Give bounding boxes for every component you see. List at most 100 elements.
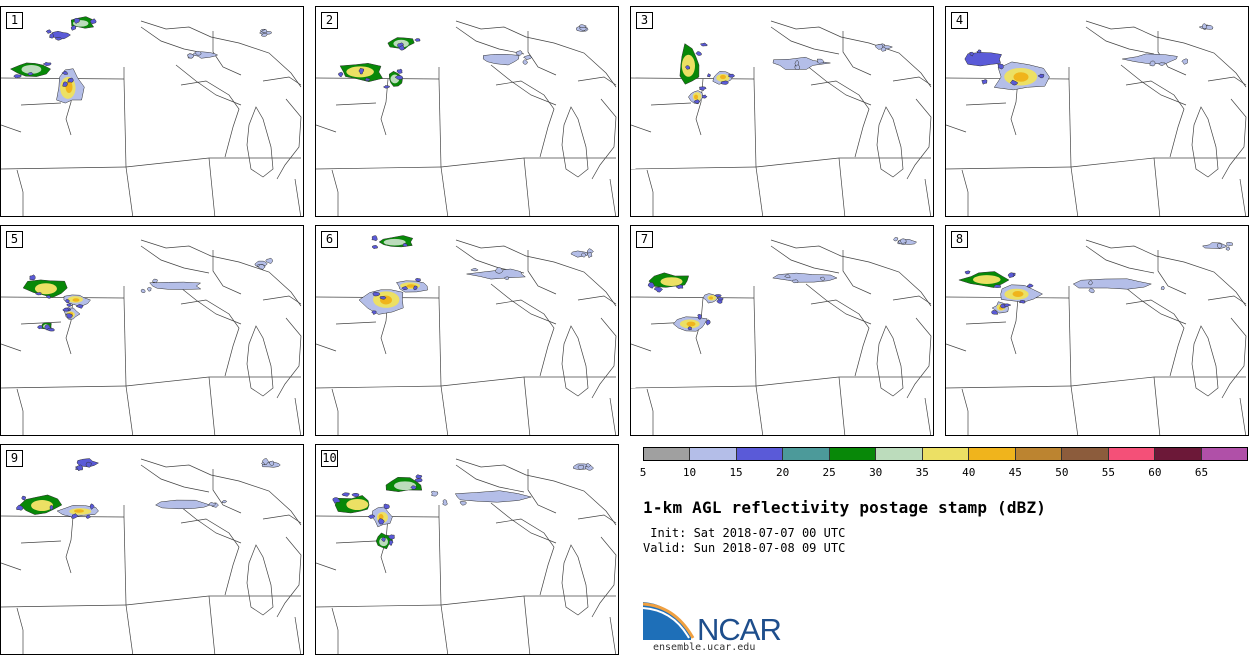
lake-michigan-outline	[876, 106, 904, 178]
reflectivity-echo	[338, 71, 344, 78]
panel-number: 7	[636, 231, 653, 248]
colorbar-swatch	[1015, 448, 1063, 460]
lake-michigan-outline	[246, 106, 274, 178]
lake-michigan-outline	[1191, 106, 1219, 178]
reflectivity-echo	[372, 291, 381, 297]
boundary-line	[1068, 78, 1072, 168]
boundary-line	[810, 80, 870, 158]
reflectivity-echo	[35, 292, 42, 296]
boundary-line	[646, 388, 654, 435]
boundary-line	[1120, 64, 1187, 106]
colorbar-tick: 25	[822, 466, 836, 479]
reflectivity-echo	[1007, 272, 1015, 279]
boundary-line	[20, 540, 62, 544]
boundary-line	[1120, 283, 1187, 325]
boundary-line	[316, 385, 442, 389]
boundary-line	[892, 295, 932, 399]
stamp-panel-6: 6	[315, 225, 619, 436]
boundary-line	[438, 78, 442, 168]
panel-number: 8	[951, 231, 968, 248]
reflectivity-echo	[152, 278, 158, 284]
boundary-line	[495, 299, 555, 377]
reflectivity-echo	[515, 50, 523, 56]
reflectivity-echo	[981, 79, 988, 85]
reflectivity-echo	[522, 59, 528, 65]
boundary-line	[316, 124, 337, 133]
reflectivity-echo	[993, 284, 1001, 288]
reflectivity-echo	[414, 38, 421, 42]
reflectivity-echo	[332, 497, 341, 504]
boundary-line	[770, 26, 840, 55]
boundary-line	[1153, 376, 1161, 435]
reflectivity-echo	[1217, 243, 1223, 249]
boundary-line	[842, 31, 872, 76]
boundary-line	[262, 295, 302, 399]
boundary-line	[331, 169, 339, 216]
reflectivity-echo	[27, 72, 35, 76]
reflectivity-echo	[29, 274, 36, 281]
boundary-line	[335, 102, 377, 106]
reflectivity-echo	[442, 499, 448, 506]
reflectivity-echo	[89, 18, 97, 25]
boundary-line	[208, 157, 216, 216]
boundary-line	[455, 458, 617, 526]
boundary-line	[1010, 297, 1019, 355]
boundary-line	[208, 376, 216, 435]
reflectivity-echo	[699, 86, 707, 91]
boundary-line	[1157, 250, 1187, 295]
boundary-line	[892, 76, 932, 180]
boundary-line	[20, 321, 62, 325]
boundary-line	[440, 157, 525, 168]
reflectivity-echo	[381, 536, 386, 542]
reflectivity-echo	[675, 284, 684, 289]
boundary-line	[631, 385, 757, 389]
reflectivity-echo	[257, 264, 266, 270]
boundary-line	[316, 343, 337, 352]
panel-number: 4	[951, 12, 968, 29]
reflectivity-echo	[585, 463, 591, 468]
reflectivity-echo	[1149, 60, 1156, 67]
boundary-line	[924, 397, 932, 435]
reflectivity-echo	[45, 295, 52, 299]
boundary-line	[455, 26, 525, 55]
colorbar-swatch	[644, 448, 691, 460]
reflectivity-echo	[717, 297, 724, 301]
boundary-line	[1, 296, 125, 299]
boundary-line	[440, 604, 449, 654]
colorbar-swatch	[736, 448, 784, 460]
panel-number: 3	[636, 12, 653, 29]
boundary-line	[523, 157, 531, 216]
stamp-panel-9: 9	[0, 444, 304, 655]
reflectivity-echo	[522, 54, 532, 61]
boundary-line	[180, 518, 240, 596]
reflectivity-max	[74, 509, 84, 513]
boundary-line	[380, 78, 389, 136]
reflectivity-echo	[54, 36, 63, 41]
reflectivity-echo	[415, 278, 421, 282]
reflectivity-echo	[378, 518, 385, 525]
stamp-panel-7: 7	[630, 225, 934, 436]
reflectivity-echo	[693, 99, 700, 104]
reflectivity-echo	[820, 276, 826, 281]
reflectivity-echo	[351, 493, 360, 498]
reflectivity-echo	[720, 80, 729, 85]
colorbar-tick: 65	[1194, 466, 1209, 479]
reflectivity-echo	[155, 499, 211, 510]
boundary-line	[965, 102, 1007, 106]
reflectivity-echo	[969, 51, 974, 57]
reflectivity-echo	[466, 268, 526, 280]
reflectivity-echo	[1009, 79, 1019, 86]
basemap	[631, 237, 932, 435]
reflectivity-echo	[1018, 300, 1026, 304]
reflectivity-echo	[578, 24, 588, 28]
reflectivity-echo	[64, 299, 70, 304]
reflectivity-echo	[1088, 287, 1095, 294]
boundary-line	[631, 343, 652, 352]
boundary-line	[755, 157, 840, 168]
boundary-line	[212, 250, 242, 295]
reflectivity-echo	[70, 25, 77, 31]
reflectivity-echo	[261, 458, 270, 465]
boundary-line	[125, 604, 134, 654]
reflectivity-max	[1012, 291, 1024, 297]
boundary-line	[380, 516, 389, 574]
